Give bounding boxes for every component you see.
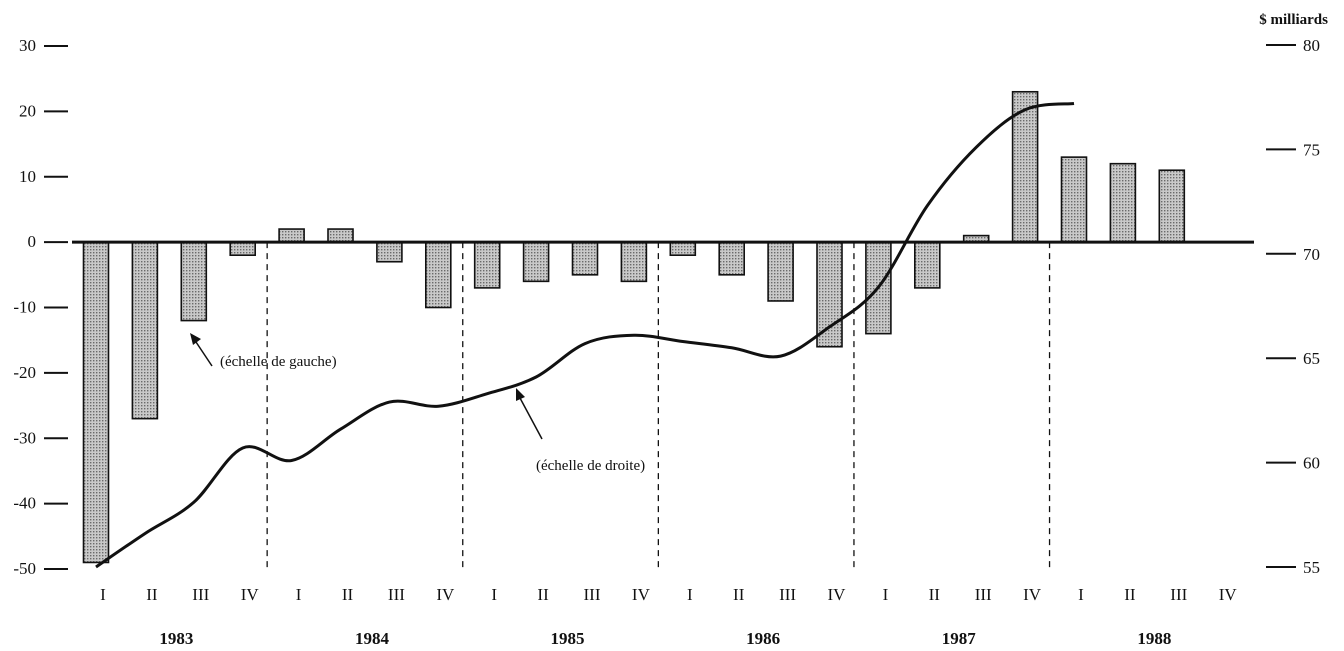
right-axis: 80 75 70 65 60 55 — [1266, 36, 1320, 577]
left-tick-label: -40 — [13, 494, 36, 513]
x-tick-label: III — [975, 585, 992, 604]
year-label: 1983 — [159, 629, 193, 648]
x-tick-label: III — [779, 585, 796, 604]
bar — [327, 228, 354, 243]
x-tick-label: II — [733, 585, 745, 604]
x-tick-label: III — [1170, 585, 1187, 604]
bar — [180, 241, 208, 322]
right-tick-label: 55 — [1303, 558, 1320, 577]
x-tick-label: I — [687, 585, 693, 604]
left-tick-label: -30 — [13, 428, 36, 447]
x-tick-label: IV — [1023, 585, 1042, 604]
x-tick-label: I — [1078, 585, 1084, 604]
x-tick-label: III — [388, 585, 405, 604]
bar-series — [82, 90, 1186, 564]
x-tick-label: II — [1124, 585, 1136, 604]
bar — [1060, 156, 1088, 243]
x-tick-label: IV — [436, 585, 455, 604]
bar — [229, 241, 256, 256]
left-tick-label: -10 — [13, 298, 36, 317]
year-label: 1984 — [355, 629, 390, 648]
annotation-right-scale: (échelle de droite) — [536, 458, 645, 474]
x-tick-label: IV — [828, 585, 847, 604]
annotation-arrowhead-left — [190, 333, 201, 345]
x-tick-label: III — [192, 585, 209, 604]
x-tick-label: IV — [1219, 585, 1238, 604]
x-tick-label: III — [584, 585, 601, 604]
x-tick-label: II — [342, 585, 354, 604]
right-tick-label: 60 — [1303, 454, 1320, 473]
x-tick-label: I — [296, 585, 302, 604]
x-tick-label: II — [929, 585, 941, 604]
x-tick-label: I — [491, 585, 497, 604]
x-tick-label: I — [100, 585, 106, 604]
annotation-arrowhead-right — [516, 388, 525, 401]
year-label: 1987 — [942, 629, 977, 648]
x-tick-label: II — [537, 585, 549, 604]
right-tick-label: 70 — [1303, 245, 1320, 264]
left-tick-label: 10 — [19, 167, 36, 186]
bar — [620, 241, 648, 283]
line-series — [95, 101, 1075, 569]
left-tick-label: 20 — [19, 101, 36, 120]
bar — [473, 241, 501, 289]
annotations: (échelle de gauche) (échelle de droite) — [190, 333, 645, 474]
bar — [424, 241, 452, 309]
x-tick-label: IV — [632, 585, 651, 604]
x-tick-label: IV — [241, 585, 260, 604]
bar — [718, 241, 746, 276]
bar — [1109, 162, 1137, 243]
bar — [913, 241, 941, 289]
bar — [1158, 169, 1186, 243]
bar — [816, 241, 843, 348]
bar — [522, 241, 550, 283]
right-tick-label: 80 — [1303, 36, 1320, 55]
bar — [278, 228, 305, 243]
left-tick-label: -50 — [13, 559, 36, 578]
bar — [1011, 90, 1039, 243]
annotation-arrow-left — [195, 341, 213, 367]
left-tick-label: 0 — [28, 232, 37, 251]
annotation-left-scale: (échelle de gauche) — [220, 354, 337, 370]
year-label: 1986 — [746, 629, 780, 648]
bar — [669, 241, 697, 256]
year-label: 1985 — [551, 629, 585, 648]
x-tick-label: I — [883, 585, 889, 604]
bar — [376, 241, 403, 263]
year-label: 1988 — [1137, 629, 1171, 648]
bar — [571, 241, 599, 276]
bar — [131, 241, 159, 420]
x-axis: I II III IV I II III IV I II III IV I II III IV I II III IV… — [100, 585, 1237, 648]
left-axis: 30 20 10 0 -10 -20 -30 -40 -50 — [13, 36, 68, 578]
left-tick-label: 30 — [19, 36, 36, 55]
right-tick-label: 75 — [1303, 140, 1320, 159]
right-axis-unit: $ milliards — [1259, 12, 1328, 28]
annotation-arrow-right — [519, 397, 543, 440]
left-tick-label: -20 — [13, 363, 36, 382]
x-tick-label: II — [146, 585, 158, 604]
bar — [82, 241, 110, 564]
bar — [767, 241, 794, 302]
right-tick-label: 65 — [1303, 349, 1320, 368]
